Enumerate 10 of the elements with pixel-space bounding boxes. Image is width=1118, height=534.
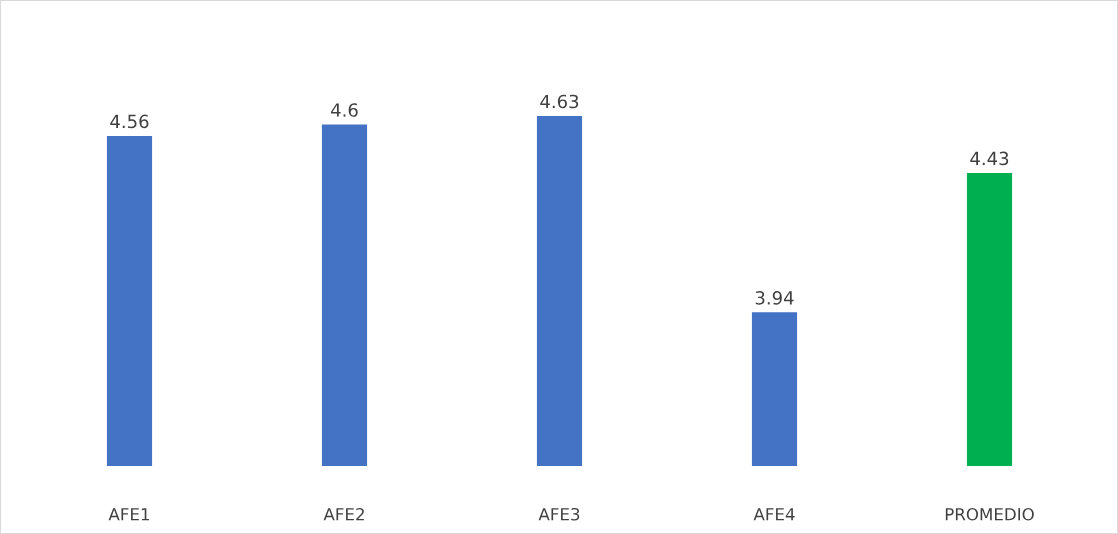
x-tick-label: PROMEDIO (945, 507, 1034, 521)
data-label: 4.6 (331, 103, 358, 117)
x-tick-label: AFE1 (108, 508, 150, 521)
data-label: 3.94 (755, 291, 794, 305)
data-label: 4.43 (970, 151, 1009, 166)
x-tick-label: AFE2 (323, 507, 364, 521)
data-label: 4.63 (540, 94, 579, 109)
data-label: 4.56 (110, 114, 149, 129)
x-tick-label: AFE4 (753, 508, 795, 521)
x-tick-label: AFE3 (538, 507, 580, 521)
